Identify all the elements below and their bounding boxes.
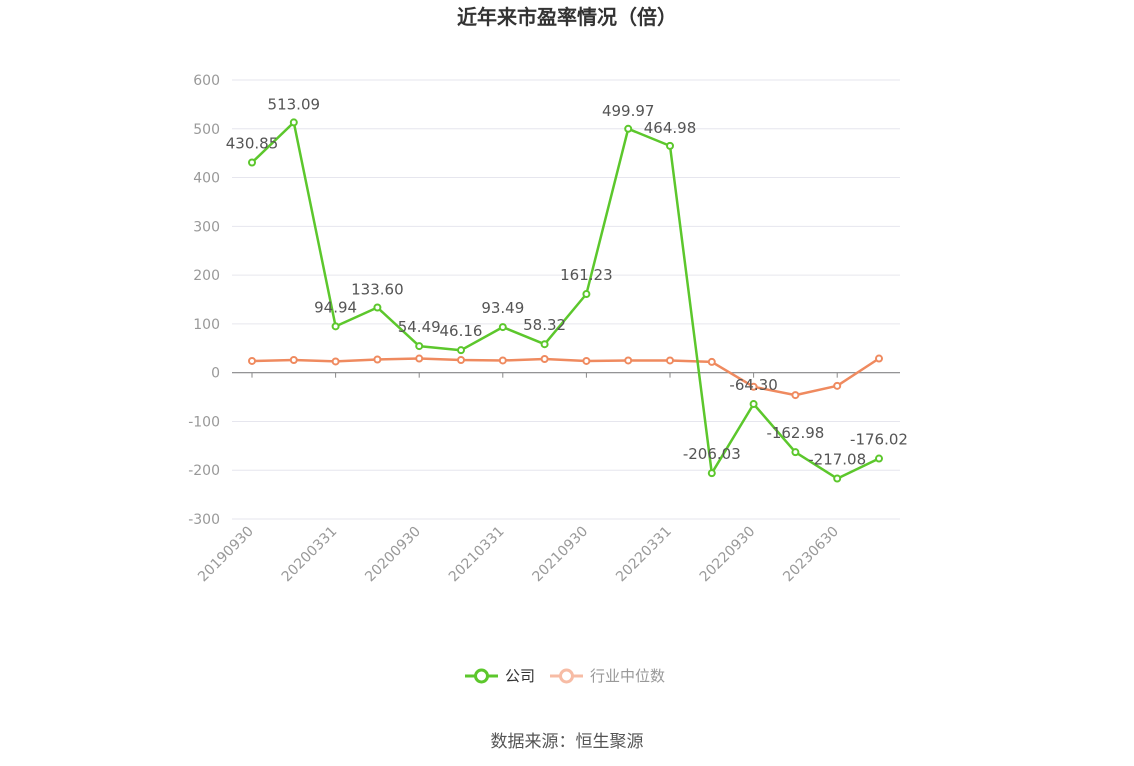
data-point xyxy=(248,158,256,167)
legend[interactable]: 公司 行业中位数 xyxy=(465,667,665,685)
y-tick-label: 200 xyxy=(193,268,220,284)
x-tick-label: 20210331 xyxy=(446,524,508,586)
legend-item-company[interactable]: 公司 xyxy=(465,667,535,685)
x-axis: 20190930 20200331 20200930 20210331 20210930… xyxy=(195,372,900,586)
data-point xyxy=(833,381,842,390)
data-label: -217.08 xyxy=(808,451,866,469)
data-label: 93.49 xyxy=(481,299,524,317)
data-label: 430.85 xyxy=(226,135,279,153)
data-point xyxy=(289,355,298,364)
data-point xyxy=(833,474,842,483)
x-tick-label: 20210930 xyxy=(530,524,592,586)
data-point xyxy=(749,382,758,391)
legend-marker xyxy=(474,668,489,684)
data-label: 499.97 xyxy=(602,102,655,120)
series-layer xyxy=(248,118,883,483)
x-tick-label: 20200331 xyxy=(279,524,341,586)
data-point xyxy=(749,400,758,409)
data-point xyxy=(624,356,633,365)
y-tick-label: 0 xyxy=(211,366,220,382)
x-tick-label: 20220930 xyxy=(697,524,759,586)
x-tick-label: 20190930 xyxy=(195,524,257,586)
data-point xyxy=(666,141,674,150)
data-label: 161.23 xyxy=(560,266,613,284)
data-label: 58.32 xyxy=(523,316,566,334)
data-point xyxy=(540,355,549,364)
data-label: -206.03 xyxy=(683,445,741,463)
source-note: 数据来源：恒生聚源 xyxy=(491,732,644,752)
data-point xyxy=(498,356,507,365)
data-point xyxy=(415,354,424,363)
y-tick-label: 600 xyxy=(193,73,220,89)
data-point xyxy=(457,346,465,355)
x-tick-label: 20200930 xyxy=(362,524,424,586)
legend-label: 公司 xyxy=(505,667,535,685)
data-label: -64.30 xyxy=(729,376,777,394)
data-point xyxy=(373,355,382,364)
y-tick-label: 400 xyxy=(193,171,220,187)
data-label: 94.94 xyxy=(314,298,357,316)
data-point xyxy=(415,342,424,351)
y-axis-ticks: -300 -200 -100 0 100 200 300 400 500 600 xyxy=(188,73,220,528)
series-line-company xyxy=(251,121,880,480)
data-label: 513.09 xyxy=(268,95,321,113)
y-tick-label: 100 xyxy=(193,317,220,333)
y-tick-label: -200 xyxy=(188,463,220,479)
y-tick-label: -100 xyxy=(188,414,220,430)
data-label: 133.60 xyxy=(351,280,404,298)
x-tick-label: 20230630 xyxy=(780,524,842,586)
data-point xyxy=(582,290,591,299)
data-label: -162.98 xyxy=(766,424,824,442)
data-point xyxy=(540,340,549,349)
data-point xyxy=(582,356,591,365)
data-point xyxy=(498,323,507,332)
y-tick-label: 500 xyxy=(193,122,220,138)
data-point xyxy=(457,355,465,364)
data-label: 54.49 xyxy=(398,318,441,336)
data-point xyxy=(248,356,256,365)
data-point xyxy=(289,118,298,127)
legend-marker xyxy=(559,668,574,684)
data-label: 46.16 xyxy=(440,322,483,340)
x-tick-label: 20220331 xyxy=(613,524,675,586)
data-point xyxy=(707,469,716,478)
data-point xyxy=(331,357,340,366)
data-label: 464.98 xyxy=(644,119,697,137)
legend-label: 行业中位数 xyxy=(590,667,665,685)
data-point xyxy=(331,322,340,331)
legend-item-industry-median[interactable]: 行业中位数 xyxy=(550,667,665,685)
y-tick-label: 300 xyxy=(193,219,220,235)
data-point xyxy=(373,303,382,312)
data-label: -176.02 xyxy=(850,431,908,449)
y-tick-label: -300 xyxy=(188,512,220,528)
data-point xyxy=(791,448,800,457)
data-point xyxy=(875,454,883,463)
data-point xyxy=(666,356,674,365)
data-point xyxy=(791,391,800,400)
chart-title: 近年来市盈率情况（倍） xyxy=(457,5,677,29)
data-point xyxy=(875,354,883,363)
data-point xyxy=(624,124,633,133)
series-line-industry-median xyxy=(251,357,880,397)
data-point xyxy=(707,357,716,366)
